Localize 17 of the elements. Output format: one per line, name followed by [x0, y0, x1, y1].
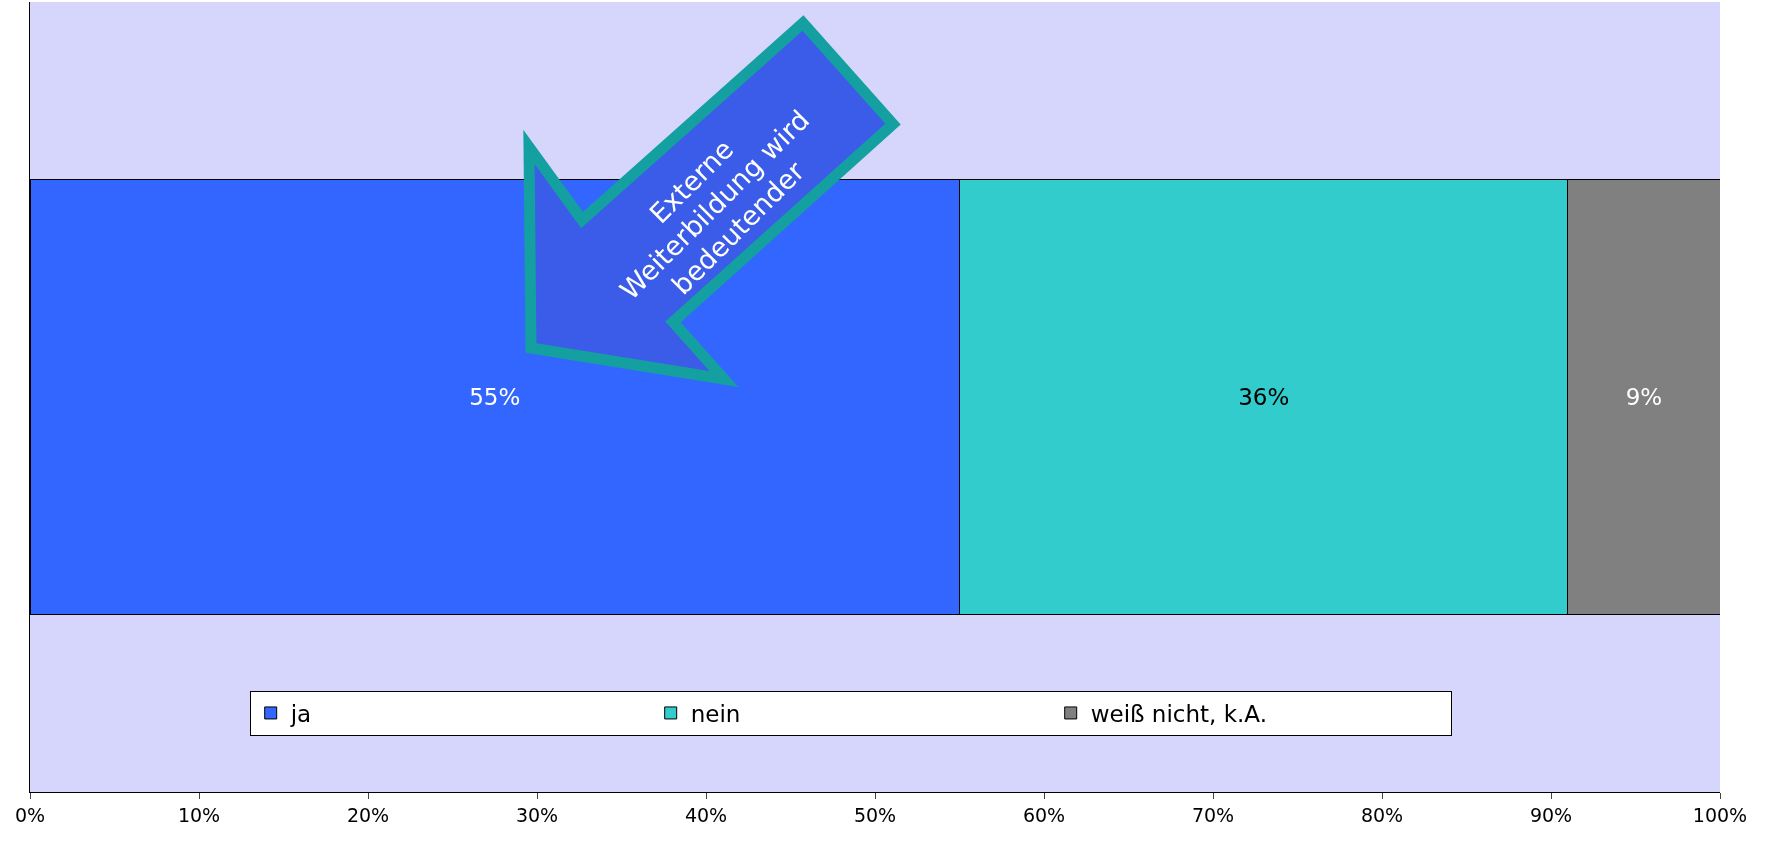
data-label: 55% — [469, 384, 521, 410]
x-tick-label: 90% — [1529, 803, 1573, 826]
x-tick-label: 80% — [1360, 803, 1404, 826]
legend-label: ja — [289, 700, 312, 727]
legend-label: weiß nicht, k.A. — [1090, 700, 1267, 727]
x-tick-label: 50% — [853, 803, 897, 826]
x-tick-label: 0% — [14, 803, 46, 826]
x-tick-label: 70% — [1191, 803, 1235, 826]
x-tick-label: 30% — [515, 803, 559, 826]
data-label: 9% — [1625, 384, 1663, 410]
legend-label: nein — [690, 700, 741, 727]
data-label: 36% — [1238, 384, 1290, 410]
x-tick-label: 100% — [1692, 803, 1748, 826]
x-tick-label: 60% — [1022, 803, 1066, 826]
x-tick-label: 20% — [346, 803, 390, 826]
x-tick-label: 40% — [684, 803, 728, 826]
x-tick-label: 10% — [177, 803, 221, 826]
